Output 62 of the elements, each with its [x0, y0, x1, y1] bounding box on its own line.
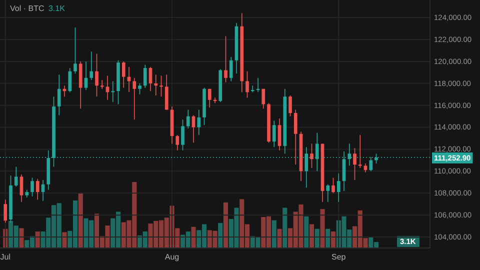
candlestick: [310, 143, 314, 168]
candlestick: [208, 88, 212, 108]
candlestick: [197, 109, 201, 136]
candlestick: [278, 118, 282, 151]
bar: [282, 208, 288, 248]
candlestick: [132, 78, 136, 120]
candlestick: [336, 172, 340, 202]
candlestick: [332, 177, 335, 194]
candlestick: [14, 166, 18, 187]
candlestick: [262, 88, 266, 110]
candlestick: [326, 184, 330, 202]
candlestick: [160, 75, 163, 97]
bar: [78, 192, 83, 248]
candlestick: [100, 80, 104, 90]
candlestick: [84, 61, 88, 90]
candlestick: [164, 74, 168, 110]
x-tick-label: Aug: [164, 252, 180, 262]
candlestick: [176, 134, 180, 151]
candlestick: [138, 83, 142, 95]
candlestick: [224, 36, 228, 83]
x-tick-label: Jul: [0, 252, 11, 262]
candlestick: [74, 27, 77, 74]
candlestick: [353, 148, 356, 180]
candlestick: [294, 109, 298, 165]
candlestick: [4, 199, 8, 224]
candlestick: [36, 178, 40, 200]
bar: [320, 209, 325, 248]
candlestick: [106, 75, 110, 100]
candlestick: [111, 80, 115, 102]
bar: [218, 222, 223, 248]
candlestick: [30, 177, 34, 197]
bar: [309, 224, 314, 248]
candlestick: [229, 56, 233, 82]
bar: [326, 228, 330, 248]
bar: [314, 228, 320, 248]
bar: [304, 216, 309, 248]
candlestick: [192, 114, 196, 144]
bar: [277, 228, 282, 248]
candlestick: [186, 109, 190, 129]
candlestick: [122, 61, 126, 88]
bar: [62, 232, 67, 248]
candlestick: [20, 174, 24, 202]
candlestick: [90, 51, 94, 81]
chart-title: Vol · BTC: [10, 4, 44, 13]
candlestick: [143, 64, 147, 88]
candlestick: [148, 66, 152, 92]
candlestick: [154, 74, 158, 96]
candlestick: [358, 134, 362, 168]
candlestick: [181, 119, 184, 151]
bar: [223, 202, 228, 248]
candlestick: [250, 85, 254, 93]
x-tick-label: Sep: [332, 252, 346, 262]
candlestick: [288, 95, 292, 117]
candlestick: [68, 68, 72, 93]
bar: [272, 220, 276, 248]
annotation: 3.1K: [48, 4, 66, 13]
candlestick: [95, 53, 98, 97]
candlestick: [272, 120, 276, 148]
bar: [19, 228, 24, 248]
candlestick: [246, 70, 249, 98]
candlestick: [57, 74, 61, 116]
bar: [191, 226, 196, 248]
